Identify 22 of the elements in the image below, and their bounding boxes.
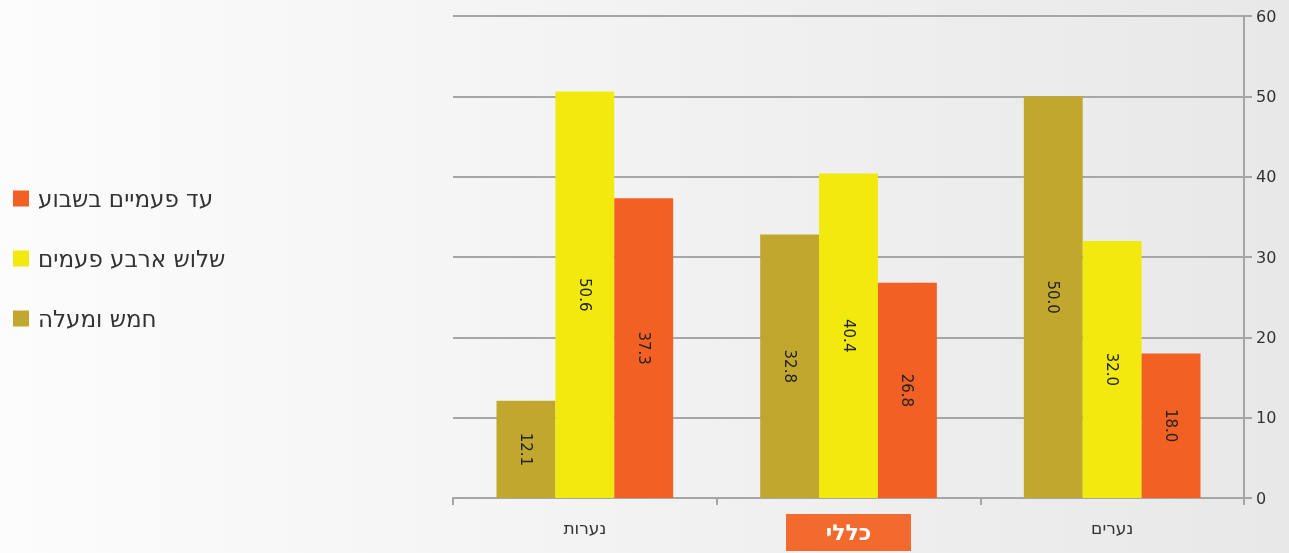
y-tick-label: 20 [1256, 327, 1277, 347]
legend-label: עד פעמיים בשבוע [38, 185, 214, 212]
x-tick-label: נערים [1091, 517, 1134, 538]
legend-label: שלוש ארבע פעמים [38, 245, 226, 272]
data-label: 32.8 [780, 349, 799, 383]
legend-label: חמש ומעלה [38, 305, 157, 332]
y-tick-label: 0 [1256, 488, 1267, 508]
y-tick-label: 50 [1256, 86, 1277, 106]
data-label: 12.1 [516, 432, 535, 467]
data-label: 32.0 [1103, 352, 1122, 387]
data-label: 50.0 [1044, 280, 1063, 314]
y-tick-label: 40 [1256, 167, 1277, 187]
x-tick-label: כללי [825, 519, 872, 545]
y-tick-label: 30 [1256, 247, 1277, 267]
data-label: 18.0 [1162, 409, 1181, 443]
data-label: 37.3 [634, 331, 653, 365]
x-tick-label: נערות [563, 517, 607, 538]
data-label: 40.4 [839, 319, 858, 353]
y-tick-label: 60 [1256, 6, 1277, 26]
data-label: 26.8 [898, 373, 917, 408]
y-tick-label: 10 [1256, 408, 1277, 428]
data-label: 50.6 [575, 278, 594, 312]
